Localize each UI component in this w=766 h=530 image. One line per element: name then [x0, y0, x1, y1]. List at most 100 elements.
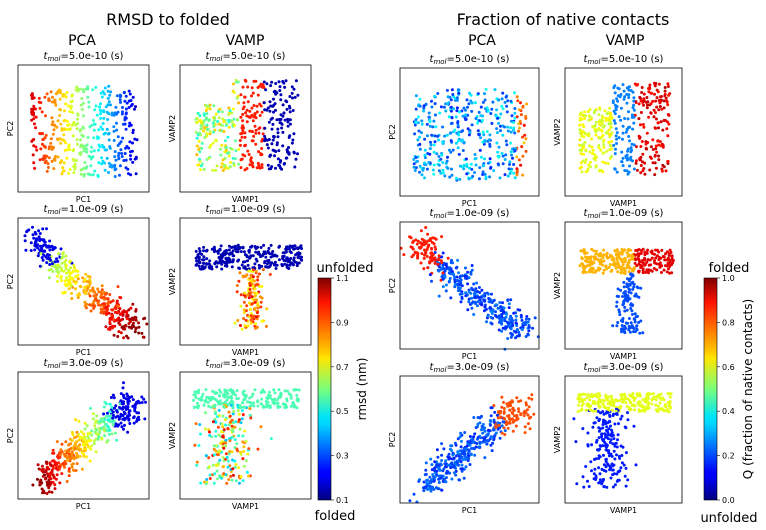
- scatter-point: [296, 152, 299, 156]
- scatter-point: [23, 239, 27, 243]
- scatter-point: [100, 95, 104, 99]
- scatter-point: [103, 161, 107, 165]
- scatter-point: [211, 389, 215, 393]
- scatter-point: [496, 116, 500, 120]
- scatter-point: [102, 405, 106, 409]
- scatter-point: [507, 302, 511, 306]
- scatter-point: [472, 282, 476, 286]
- scatter-point: [226, 465, 230, 469]
- scatter-point: [241, 119, 245, 123]
- scatter-point: [218, 474, 221, 478]
- scatter-point: [125, 317, 129, 320]
- scatter-point: [203, 118, 207, 122]
- scatter-point: [486, 161, 490, 165]
- scatter-point: [654, 82, 658, 85]
- scatter-point: [640, 140, 644, 143]
- scatter-point: [498, 176, 502, 180]
- scatter-point: [278, 85, 282, 89]
- scatter-point: [601, 444, 605, 448]
- scatter-point: [449, 296, 453, 300]
- scatter-point: [288, 244, 292, 248]
- scatter-point: [267, 120, 271, 124]
- scatter-point: [595, 440, 598, 444]
- scatter-point: [625, 266, 629, 270]
- scatter-point: [245, 470, 249, 474]
- scatter-point: [635, 285, 639, 289]
- scatter-point: [94, 419, 98, 423]
- scatter-point: [111, 393, 115, 397]
- scatter-point: [639, 409, 643, 413]
- scatter-point: [623, 324, 627, 328]
- scatter-point: [515, 155, 519, 159]
- scatter-point: [587, 163, 591, 167]
- scatter-point: [111, 420, 114, 424]
- scatter-point: [506, 322, 510, 326]
- scatter-point: [75, 462, 79, 466]
- scatter-point: [80, 167, 84, 171]
- scatter-point: [638, 158, 642, 162]
- scatter-point: [624, 466, 628, 470]
- scatter-point: [654, 117, 658, 121]
- scatter-point: [630, 142, 634, 146]
- scatter-point: [582, 143, 585, 146]
- scatter-point: [213, 261, 217, 265]
- scatter-point: [55, 257, 58, 261]
- scatter-point: [240, 263, 244, 267]
- scatter-point: [72, 120, 76, 124]
- scatter-point: [207, 465, 211, 469]
- scatter-point: [243, 324, 247, 328]
- scatter-point: [669, 405, 672, 409]
- scatter-point: [609, 112, 613, 116]
- scatter-point: [114, 431, 117, 435]
- scatter-point: [287, 136, 291, 139]
- scatter-point: [92, 136, 96, 140]
- scatter-point: [55, 269, 59, 273]
- scatter-point: [71, 149, 75, 153]
- scatter-point: [666, 134, 670, 138]
- scatter-point: [437, 163, 441, 167]
- scatter-point: [644, 140, 648, 144]
- scatter-point: [622, 300, 626, 303]
- scatter-point: [246, 263, 250, 267]
- scatter-point: [291, 109, 295, 112]
- scatter-point: [431, 256, 435, 260]
- scatter-point: [102, 290, 106, 294]
- scatter-point: [472, 435, 476, 439]
- scatter-point: [56, 138, 60, 142]
- scatter-point: [610, 155, 613, 158]
- scatter-point: [508, 402, 512, 406]
- scatter-point: [468, 463, 472, 466]
- scatter-point: [214, 463, 218, 467]
- scatter-point: [623, 95, 627, 99]
- scatter-point: [257, 266, 261, 270]
- scatter-point: [133, 137, 137, 141]
- scatter-point: [668, 248, 672, 252]
- scatter-point: [589, 117, 593, 121]
- scatter-point: [285, 107, 289, 111]
- scatter-point: [70, 465, 74, 469]
- scatter-point: [490, 107, 494, 111]
- scatter-point: [602, 125, 605, 129]
- scatter-point: [231, 260, 235, 264]
- scatter-point: [639, 111, 643, 114]
- scatter-point: [208, 430, 211, 434]
- scatter-point: [86, 432, 90, 436]
- scatter-point: [56, 266, 60, 270]
- scatter-point: [63, 260, 67, 264]
- scatter-point: [236, 250, 240, 254]
- scatter-point: [486, 109, 490, 113]
- scatter-point: [104, 297, 108, 301]
- scatter-point: [74, 469, 78, 472]
- scatter-point: [635, 168, 639, 172]
- scatter-point: [431, 236, 435, 240]
- scatter-point: [295, 261, 299, 265]
- scatter-point: [204, 388, 208, 392]
- scatter-point: [203, 266, 207, 270]
- scatter-point: [82, 149, 86, 153]
- scatter-point: [104, 292, 108, 296]
- scatter-point: [260, 264, 264, 268]
- scatter-point: [424, 251, 428, 255]
- scatter-point: [409, 236, 413, 240]
